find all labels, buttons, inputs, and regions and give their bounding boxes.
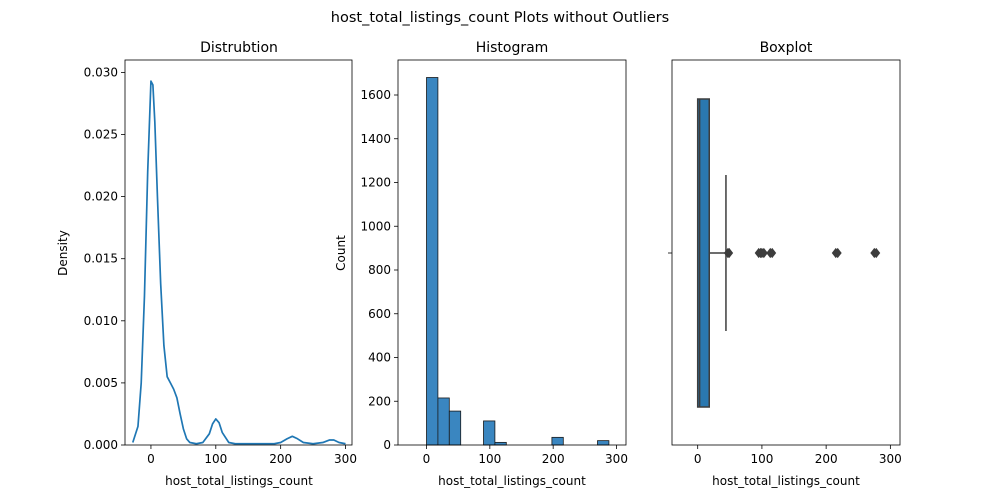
boxplot-panel: Boxplot host_total_listings_count 0 100 20… <box>668 40 902 488</box>
distribution-ytick-label: 0.000 <box>84 438 118 452</box>
distribution-ytick-label: 0.010 <box>84 314 118 328</box>
distribution-xlabel: host_total_listings_count <box>165 474 313 488</box>
boxplot-xlabel: host_total_listings_count <box>712 474 860 488</box>
distribution-ylabel: Density <box>56 230 70 276</box>
box-outlier <box>872 247 881 259</box>
figure-suptitle: host_total_listings_count Plots without … <box>331 10 669 26</box>
histogram-bar <box>597 440 610 446</box>
histogram-ytick-label: 1200 <box>360 176 391 190</box>
histogram-ytick-label: 200 <box>368 394 391 408</box>
boxplot-frame <box>671 59 901 446</box>
box-outlier <box>759 247 768 259</box>
histogram-ytick-label: 800 <box>368 263 391 277</box>
histogram-ylabel: Count <box>334 235 348 271</box>
histogram-bar <box>551 436 564 446</box>
distribution-ytick-label: 0.005 <box>84 376 118 390</box>
boxplot-title: Boxplot <box>760 40 813 56</box>
histogram-panel: Histogram host_total_listings_count Coun… <box>334 40 628 488</box>
histogram-xtick-label: 0 <box>423 452 431 466</box>
boxplot-xtick-label: 0 <box>694 452 702 466</box>
histogram-xlabel: host_total_listings_count <box>438 474 586 488</box>
histogram-ytick-label: 1000 <box>360 219 391 233</box>
distribution-ytick-label: 0.015 <box>84 252 118 266</box>
histogram-bar <box>437 397 450 446</box>
distribution-title: Distrubtion <box>200 40 278 56</box>
histogram-ytick-label: 1400 <box>360 132 391 146</box>
histogram-ytick-label: 1600 <box>360 88 391 102</box>
distribution-xtick-label: 300 <box>334 452 357 466</box>
histogram-bar <box>448 410 462 446</box>
distribution-ytick-label: 0.025 <box>84 128 118 142</box>
distribution-xtick-label: 100 <box>204 452 227 466</box>
histogram-bar <box>483 420 496 446</box>
histogram-title: Histogram <box>476 40 549 56</box>
boxplot-xtick-label: 200 <box>815 452 838 466</box>
density-curve <box>131 80 346 445</box>
histogram-ytick-label: 600 <box>368 307 391 321</box>
distribution-ytick-label: 0.020 <box>84 190 118 204</box>
box-outlier <box>833 247 842 259</box>
distribution-frame <box>124 59 353 446</box>
box-iqr <box>696 98 711 408</box>
histogram-ytick-label: 0 <box>383 438 391 452</box>
distribution-ytick-label: 0.030 <box>84 65 118 79</box>
box-outlier <box>725 247 734 259</box>
histogram-xtick-label: 300 <box>605 452 628 466</box>
distribution-xtick-label: 200 <box>269 452 292 466</box>
boxplot-xtick-label: 300 <box>879 452 902 466</box>
boxplot-xtick-label: 100 <box>750 452 773 466</box>
histogram-xtick-label: 200 <box>542 452 565 466</box>
histogram-ytick-label: 400 <box>368 351 391 365</box>
distribution-xtick-label: 0 <box>147 452 155 466</box>
distribution-panel: Distrubtion host_total_listings_count De… <box>56 40 357 488</box>
histogram-bar <box>426 77 439 446</box>
box-outlier <box>768 247 777 259</box>
histogram-frame <box>397 59 627 446</box>
histogram-xtick-label: 100 <box>478 452 501 466</box>
